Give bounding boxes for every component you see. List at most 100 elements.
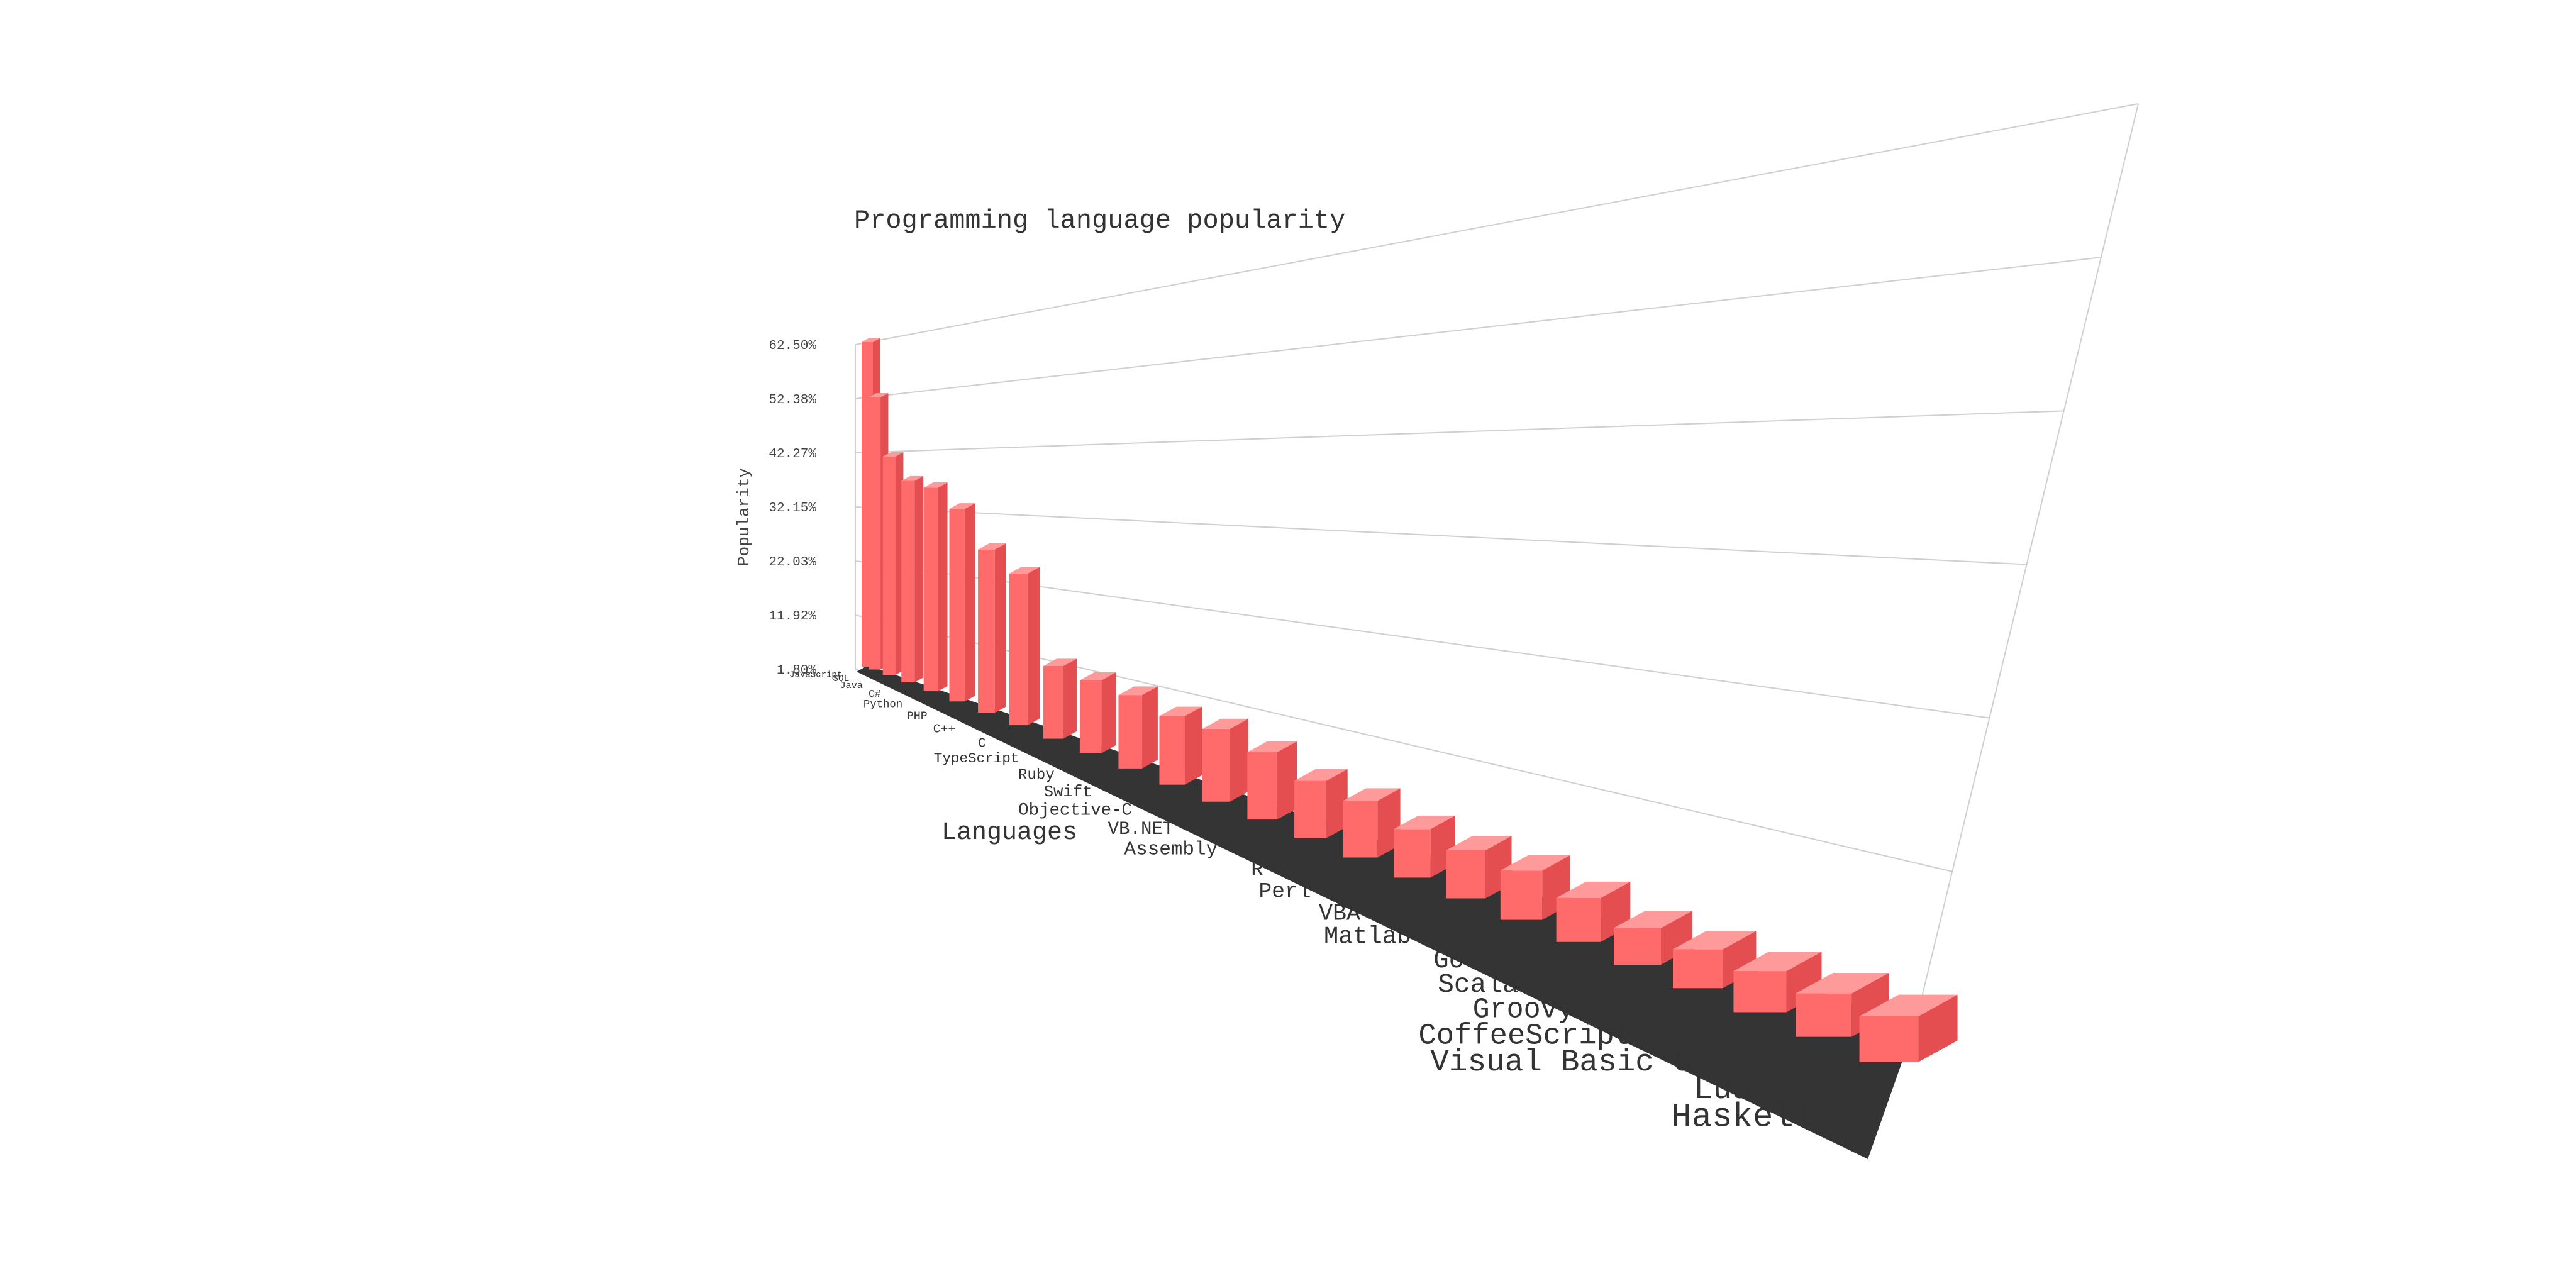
bar-perl — [1343, 788, 1401, 858]
bar-top-face — [1118, 686, 1158, 696]
bar-top-face — [1446, 836, 1512, 850]
bar-top-face — [862, 338, 880, 342]
grid-line — [855, 257, 2101, 399]
bar-top-face — [1500, 855, 1570, 871]
bar-top-face — [882, 452, 904, 457]
x-tick-label: VBA — [1319, 901, 1360, 927]
x-tick-label: SQL — [833, 674, 849, 684]
x-tick-label: Visual Basic 6 — [1430, 1045, 1691, 1080]
bar-top-face — [1202, 718, 1248, 729]
bar-front-face — [1009, 573, 1028, 726]
bar-php — [949, 503, 975, 702]
bar-front-face — [1159, 716, 1185, 785]
x-tick-label: C# — [869, 689, 881, 700]
grid-line — [855, 410, 2064, 453]
x-tick-label: Java — [840, 680, 862, 691]
bar-side-face — [1101, 672, 1116, 753]
bar-python — [923, 482, 948, 692]
bar-c- — [901, 475, 924, 683]
bar-haskell — [1859, 994, 1958, 1062]
bar-front-face — [869, 397, 881, 670]
x-tick-label: JavaScript — [789, 670, 842, 680]
x-tick-label: Go — [1433, 947, 1464, 975]
bar-front-face — [1796, 993, 1852, 1037]
x-tick-label: Python — [863, 699, 902, 711]
bar-go — [1500, 855, 1570, 920]
x-tick-label: Swift — [1044, 783, 1092, 801]
bar-side-face — [1028, 567, 1040, 726]
y-tick-labels: 1.80% 11.92% 22.03% 32.15% 42.27% 52.38% 62.50… — [769, 339, 816, 678]
back-wall-edge — [1914, 103, 2139, 1026]
x-tick-label: Groovy — [1473, 994, 1575, 1026]
bar-side-face — [1230, 718, 1248, 802]
y-tick-label: 52.38% — [769, 393, 816, 408]
floor-surface — [857, 665, 1915, 1159]
x-tick-label: Ruby — [1018, 767, 1055, 784]
bar-side-face — [1141, 686, 1158, 769]
x-tick-label: Haskell — [1671, 1099, 1814, 1137]
bar-front-face — [1733, 971, 1787, 1013]
bar-side-face — [914, 475, 924, 683]
x-tick-label: CoffeeScript — [1418, 1019, 1632, 1053]
bar-front-face — [1343, 801, 1378, 858]
bar-front-face — [1202, 728, 1230, 802]
x-tick-label: Lua — [1693, 1071, 1752, 1108]
bar-top-face — [1043, 658, 1077, 667]
bar-side-face — [895, 452, 904, 675]
grid-line — [855, 560, 1990, 719]
bar-front-face — [1859, 1016, 1919, 1062]
bar-top-face — [1796, 973, 1889, 994]
bar-top-face — [923, 482, 948, 488]
bar-front-face — [1614, 928, 1662, 965]
bar-top-face — [1079, 672, 1116, 680]
bar-front-face — [1118, 695, 1142, 769]
bar-top-face — [1394, 815, 1455, 830]
bar-side-face — [1063, 658, 1077, 739]
bar-top-face — [1343, 788, 1401, 801]
bar-ruby — [1079, 672, 1116, 753]
bar-front-face — [1556, 897, 1601, 942]
bar-top-face — [1009, 567, 1040, 574]
bar-front-face — [923, 487, 938, 692]
bar-top-face — [1247, 741, 1297, 753]
x-tick-label: Assembly — [1124, 838, 1218, 860]
bar-c- — [978, 543, 1006, 713]
y-tick-label: 11.92% — [769, 609, 816, 624]
grid-line — [855, 103, 2139, 345]
x-tick-label: TypeScript — [934, 750, 1019, 767]
bars-layer — [862, 338, 1958, 1062]
bar-front-face — [1043, 666, 1063, 739]
bar-c — [1009, 567, 1040, 726]
floor-plane — [857, 665, 1915, 1159]
y-tick-label: 42.27% — [769, 447, 816, 462]
bar-side-face — [938, 482, 948, 692]
x-tick-label: VB.NET — [1108, 819, 1174, 840]
bar-side-face — [994, 543, 1006, 713]
x-tick-label: Matlab — [1324, 923, 1411, 950]
bar-front-face — [1446, 850, 1485, 899]
bar-top-face — [1614, 911, 1692, 928]
bar-side-face — [965, 503, 975, 702]
x-tick-label: Objective-C — [1018, 801, 1132, 820]
bar-front-face — [882, 457, 896, 675]
bar-vba — [1394, 815, 1455, 878]
bar-front-face — [1672, 949, 1723, 989]
x-tick-label: C — [978, 736, 986, 751]
bar-front-face — [1500, 870, 1543, 920]
bar-front-face — [901, 480, 915, 683]
bar-front-face — [1247, 752, 1277, 820]
bar-front-face — [1079, 680, 1102, 753]
y-tick-label: 22.03% — [769, 555, 816, 570]
x-tick-label: R — [1251, 858, 1263, 882]
bar-top-face — [1294, 769, 1348, 781]
bar-assembly — [1247, 741, 1297, 820]
bar-top-face — [1556, 881, 1631, 898]
bar-vb-net — [1202, 718, 1248, 802]
bar-front-face — [1294, 780, 1326, 838]
bar-front-face — [1394, 829, 1431, 878]
bar-top-face — [1159, 706, 1202, 716]
bar-top-face — [1672, 931, 1757, 950]
y-tick-label: 32.15% — [769, 501, 816, 516]
bar-top-face — [901, 475, 924, 481]
